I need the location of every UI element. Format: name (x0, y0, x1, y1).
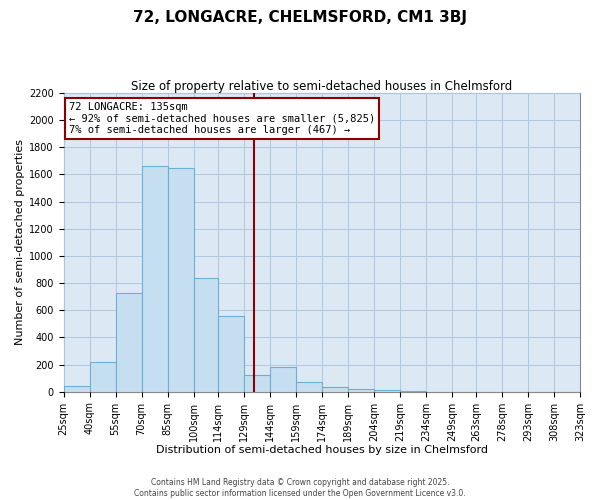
Bar (374, 390, 400, 392)
Bar (167, 168, 194, 392)
Text: Contains HM Land Registry data © Crown copyright and database right 2025.
Contai: Contains HM Land Registry data © Crown c… (134, 478, 466, 498)
Bar (218, 316, 244, 392)
Bar (142, 166, 167, 392)
Bar (116, 294, 142, 392)
Bar (348, 389, 374, 392)
X-axis label: Distribution of semi-detached houses by size in Chelmsford: Distribution of semi-detached houses by … (156, 445, 488, 455)
Bar (296, 382, 322, 392)
Bar (89, 362, 116, 392)
Bar (194, 278, 218, 392)
Text: 72, LONGACRE, CHELMSFORD, CM1 3BJ: 72, LONGACRE, CHELMSFORD, CM1 3BJ (133, 10, 467, 25)
Bar (322, 387, 348, 392)
Title: Size of property relative to semi-detached houses in Chelmsford: Size of property relative to semi-detach… (131, 80, 512, 93)
Bar (244, 376, 270, 392)
Bar (64, 386, 89, 392)
Y-axis label: Number of semi-detached properties: Number of semi-detached properties (15, 140, 25, 346)
Text: 72 LONGACRE: 135sqm
← 92% of semi-detached houses are smaller (5,825)
7% of semi: 72 LONGACRE: 135sqm ← 92% of semi-detach… (69, 102, 375, 135)
Bar (400, 391, 426, 392)
Bar (270, 368, 296, 392)
